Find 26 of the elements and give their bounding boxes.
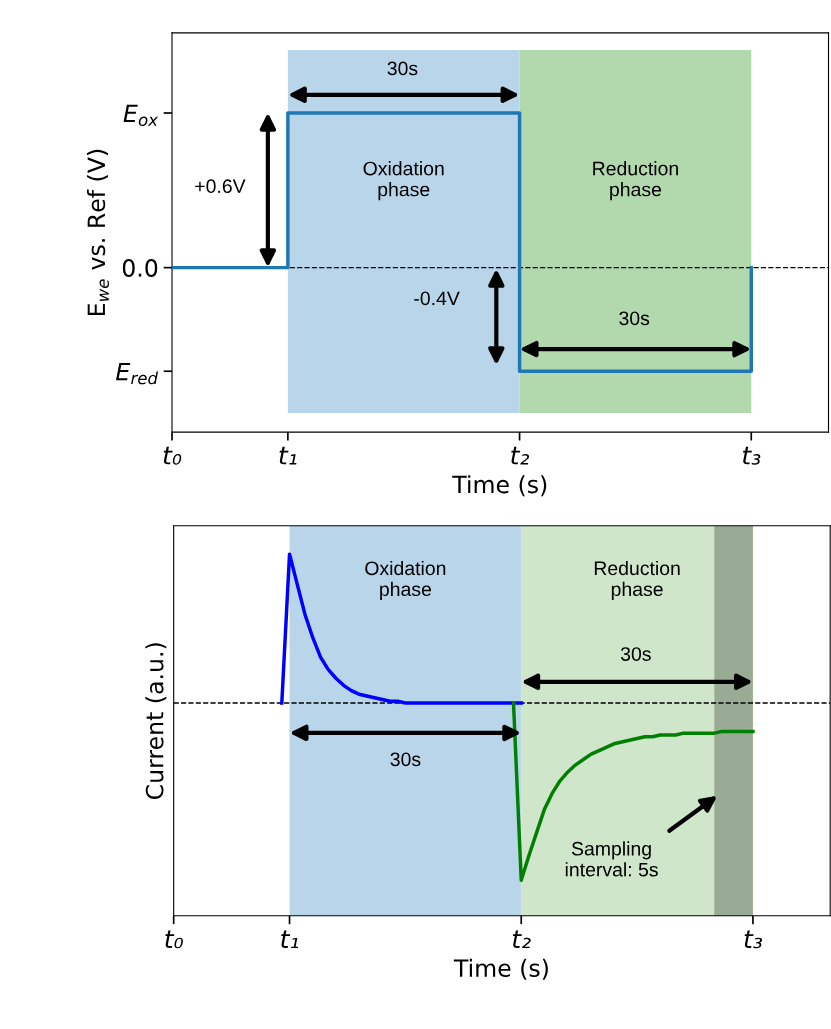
x-tick-label: t₃: [744, 930, 763, 949]
x-tick-label: t₃: [742, 446, 761, 465]
annotation: Sampling interval: 5s: [565, 841, 658, 877]
annotation: 30s: [620, 647, 651, 661]
text: 0.0: [122, 259, 158, 277]
x-tick-label: t₁: [281, 930, 299, 949]
text: 30s: [387, 61, 418, 76]
y-axis-title: Current (a.u.): [145, 643, 167, 800]
x-axis-title: Time (s): [453, 958, 548, 980]
x-tick-label: t₀: [165, 930, 183, 949]
annotation: +0.6V: [195, 179, 246, 194]
band-label: Reduction phase: [594, 560, 680, 600]
text: E$_{red}$: [116, 362, 159, 385]
x-axis-title: Time (s): [452, 475, 547, 497]
annotation: -0.4V: [414, 291, 460, 306]
x-tick-label: t₁: [279, 446, 297, 465]
x-tick-label: t₂: [512, 930, 531, 949]
band-label: Oxidation phase: [365, 560, 446, 600]
band-label: Oxidation phase: [363, 161, 444, 201]
x-tick-label: t₀: [163, 446, 182, 465]
band-label: Reduction phase: [593, 161, 678, 201]
annotation: 30s: [619, 311, 650, 326]
y-axis-title: E$_{we}$ vs. Ref (V): [86, 149, 110, 316]
x-tick-label: t₂: [511, 446, 530, 465]
annotation: 30s: [390, 752, 421, 767]
text: E$_{ox}$: [123, 104, 159, 127]
